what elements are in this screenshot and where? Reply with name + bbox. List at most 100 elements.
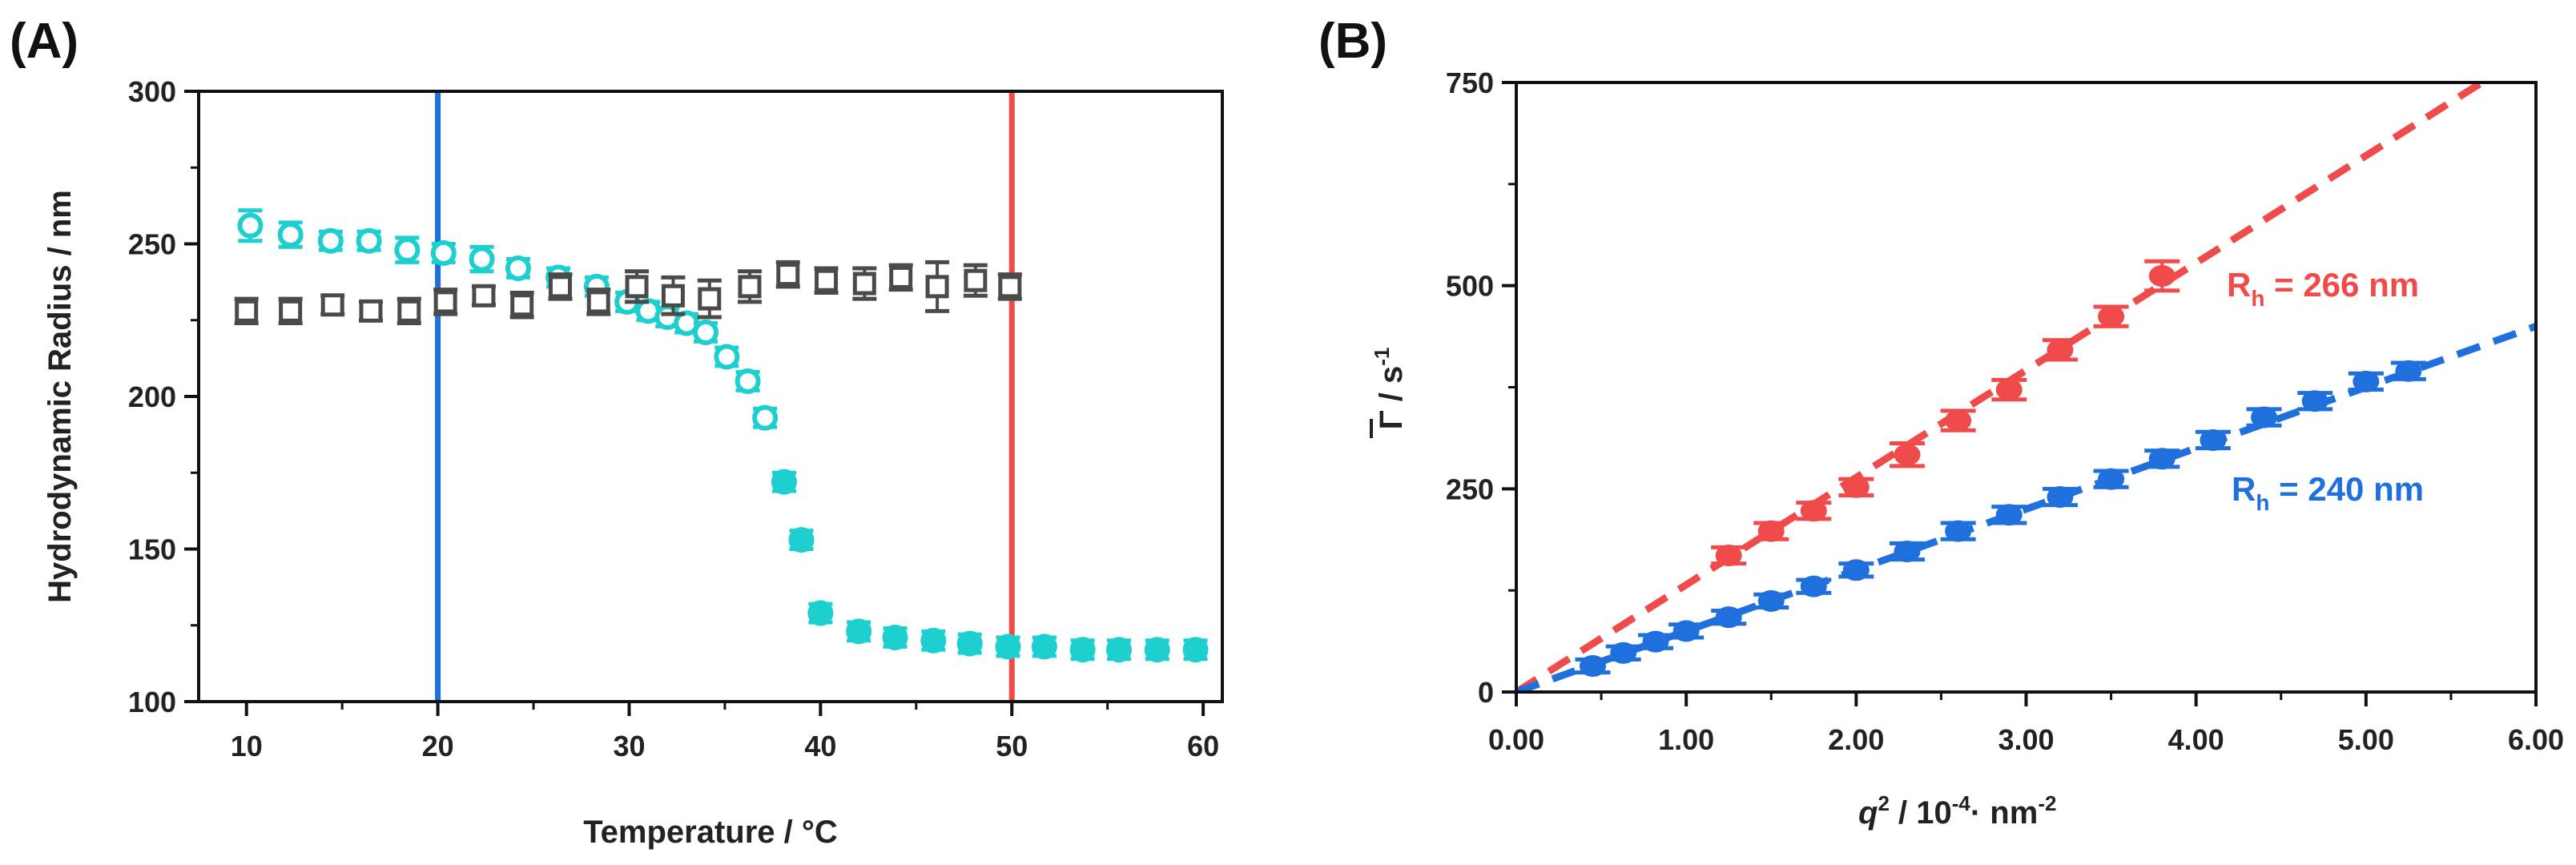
panel-a-series xyxy=(234,208,1209,663)
panel-b-x-axis-sup: 2 xyxy=(1878,791,1889,815)
data-point xyxy=(2148,448,2176,470)
panel-b-series xyxy=(1575,259,2426,678)
data-point xyxy=(2047,485,2074,508)
annotation-rh-240-base: R xyxy=(2232,470,2256,508)
panel-a-x-axis-title: Temperature / °C xyxy=(583,815,838,850)
panel-b-x-axis-scale-exp: -4 xyxy=(1952,791,1971,815)
x-tick-label: 6.00 xyxy=(2508,723,2564,756)
data-point xyxy=(1106,637,1133,663)
x-tick-label: 60 xyxy=(1187,730,1219,762)
data-point xyxy=(1642,630,1669,653)
data-point xyxy=(998,275,1022,299)
data-point xyxy=(1579,655,1606,678)
panel-b-x-axis-var: q xyxy=(1858,795,1878,831)
data-point xyxy=(738,275,762,299)
data-point xyxy=(317,227,344,254)
data-point xyxy=(698,287,722,311)
panel-a-y-ticks: 100 150 200 250 300 xyxy=(128,75,199,718)
data-point xyxy=(433,290,457,314)
y-tick-label: 250 xyxy=(1446,473,1494,505)
panel-a-reference-lines xyxy=(435,91,1015,702)
data-point xyxy=(320,293,344,317)
data-point xyxy=(889,265,913,289)
data-point xyxy=(752,404,779,431)
annotation-rh-240: Rh = 240 nm xyxy=(2232,470,2424,515)
y-tick-label: 100 xyxy=(128,686,176,718)
data-point xyxy=(956,630,983,657)
panel-b-x-axis-unit: · nm xyxy=(1970,795,2038,831)
y-tick-label: 300 xyxy=(128,75,176,108)
data-point xyxy=(2353,370,2380,392)
data-point xyxy=(1182,637,1209,663)
data-point xyxy=(661,284,685,308)
x-tick-label: 50 xyxy=(996,730,1028,762)
y-tick-label: 750 xyxy=(1446,66,1494,99)
data-point xyxy=(2098,468,2125,490)
panel-b-label: (B) xyxy=(1318,14,1387,69)
data-point xyxy=(356,227,382,254)
panel-b-x-ticks: 0.00 1.00 2.00 3.00 4.00 5.00 6.00 xyxy=(1488,692,2564,756)
panel-b-x-axis-title: q2 / 10-4· nm-2 xyxy=(1858,791,2056,831)
panel-b-y-axis-symbol: Γ xyxy=(1374,410,1409,429)
y-tick-label: 200 xyxy=(128,380,176,413)
x-tick-label: 2.00 xyxy=(1828,723,1884,756)
data-point xyxy=(469,246,495,272)
data-point xyxy=(2098,305,2125,328)
annotation-rh-240-rest: = 240 nm xyxy=(2269,470,2424,508)
annotation-rh-240-sub: h xyxy=(2256,490,2269,515)
series-blue xyxy=(1575,360,2426,678)
data-point xyxy=(1800,500,1827,522)
data-point xyxy=(586,290,610,314)
data-point xyxy=(2395,360,2422,382)
x-tick-label: 1.00 xyxy=(1658,723,1714,756)
data-point xyxy=(1945,520,1972,542)
data-point xyxy=(1995,504,2023,526)
data-point xyxy=(2047,339,2074,361)
data-point xyxy=(1995,379,2023,401)
data-point xyxy=(1715,545,1742,567)
data-point xyxy=(277,222,304,248)
panel-b-frame xyxy=(1515,81,2538,694)
data-point xyxy=(776,263,800,287)
panel-b-y-ticks: 0 250 500 750 xyxy=(1446,66,1516,709)
x-tick-label: 20 xyxy=(422,730,454,762)
series-red xyxy=(1711,259,2180,567)
x-tick-label: 3.00 xyxy=(1998,723,2054,756)
svg-text:Γ / s-1: Γ / s-1 xyxy=(1370,348,1409,430)
data-point xyxy=(882,624,908,650)
x-tick-label: 30 xyxy=(613,730,645,762)
annotation-rh-266-rest: = 266 nm xyxy=(2264,266,2419,304)
data-point xyxy=(2148,264,2176,287)
data-point xyxy=(1945,409,1972,432)
data-point xyxy=(815,268,839,292)
data-point xyxy=(846,618,872,645)
panel-a-frame xyxy=(197,90,1224,703)
data-point xyxy=(548,275,572,299)
data-point xyxy=(964,268,988,292)
data-point xyxy=(1757,589,1785,612)
data-point xyxy=(1894,444,1921,466)
data-point xyxy=(235,299,259,323)
data-point xyxy=(807,600,834,626)
data-point xyxy=(693,319,719,345)
data-point xyxy=(1842,476,1870,498)
panel-a-x-ticks: 10 20 30 40 50 60 xyxy=(231,702,1219,762)
data-point xyxy=(394,237,421,264)
data-point xyxy=(788,527,815,553)
data-point xyxy=(430,239,457,266)
data-point xyxy=(237,212,264,239)
data-point xyxy=(852,272,876,296)
data-point xyxy=(920,627,947,654)
panel-b-y-axis-unit-exp: -1 xyxy=(1370,348,1394,366)
data-point xyxy=(359,299,383,323)
data-point xyxy=(771,469,797,495)
data-point xyxy=(472,284,496,308)
panel-b-y-axis-unit: / s xyxy=(1374,366,1409,411)
data-point xyxy=(625,275,649,299)
data-point xyxy=(1757,520,1785,542)
data-point xyxy=(1144,637,1170,663)
annotation-rh-266-base: R xyxy=(2227,266,2251,304)
data-point xyxy=(1842,559,1870,581)
panel-b-x-axis-scale: / 10 xyxy=(1890,795,1952,831)
